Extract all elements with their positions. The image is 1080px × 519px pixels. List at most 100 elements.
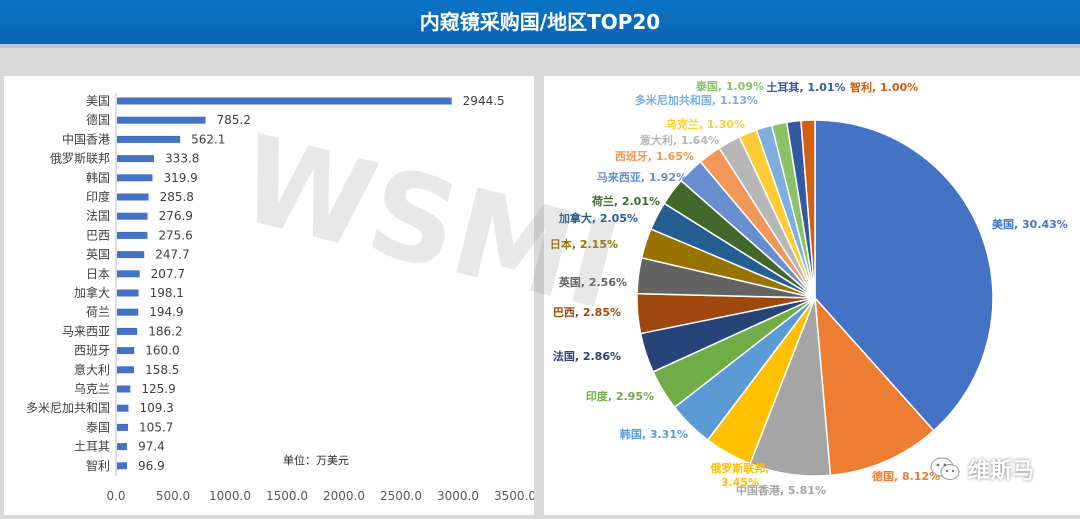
x-tick-label: 0.0 (106, 489, 125, 503)
pie-slice-label: 土耳其, 1.01% (766, 80, 845, 94)
bar-category-label: 印度 (86, 189, 110, 204)
bar-value-label: 247.7 (155, 248, 189, 262)
bar-value-label: 562.1 (191, 132, 225, 146)
pie-chart: 美国, 30.43% 德国, 8.12% 中国香港, 5.81%俄罗斯联邦, 3.45… (550, 79, 1068, 497)
bar (117, 193, 149, 201)
bar-value-label: 207.7 (151, 267, 185, 281)
pie-slice-label: 美国, 30.43% (992, 217, 1068, 231)
pie-slice-label: 智利, 1.00% (850, 80, 918, 94)
bar-category-label: 俄罗斯联邦 (50, 152, 110, 166)
bar-value-label: 333.8 (165, 152, 199, 166)
pie-slice-label: 韩国, 3.31% (620, 427, 688, 441)
bar-category-label: 中国香港 (62, 131, 110, 146)
pie-slice (814, 295, 935, 477)
bar-category-label: 智利 (86, 458, 110, 473)
bar (117, 212, 148, 220)
bar (117, 308, 139, 316)
bar (117, 231, 148, 239)
bar (117, 270, 140, 278)
bar-category-label: 意大利 (74, 362, 110, 377)
bar (117, 385, 131, 393)
bar (117, 116, 206, 124)
bar-category-label: 多米尼加共和国 (26, 401, 110, 415)
bar-value-label: 96.9 (138, 459, 165, 473)
bar-chart: 美国 2944.5 德国 785.2 中国香港 562.1 俄罗斯联邦 333.8 韩国 319.… (26, 93, 536, 503)
bar-value-label: 785.2 (217, 113, 251, 127)
bar-value-label: 160.0 (145, 344, 179, 358)
pie-slice-label: 俄罗斯联邦, 3.45% (709, 461, 769, 489)
bar-value-label: 125.9 (141, 382, 175, 396)
bar-value-label: 194.9 (149, 305, 183, 319)
bar-category-label: 美国 (86, 94, 110, 108)
unit-annotation: 单位：万美元 (283, 453, 349, 467)
bar-category-label: 加拿大 (74, 285, 110, 300)
pie-chart-panel: 美国, 30.43% 德国, 8.12% 中国香港, 5.81% 俄罗斯联邦, 3.45… (544, 76, 1080, 515)
pie-slice-label: 泰国, 1.09% (695, 79, 764, 93)
bar-value-label: 276.9 (159, 209, 193, 223)
bar-value-label: 319.9 (163, 171, 197, 185)
bar-category-label: 泰国 (86, 420, 110, 434)
bar (117, 423, 129, 431)
bar (117, 155, 155, 163)
page-title: 内窥镜采购国/地区TOP20 (0, 0, 1080, 44)
bar-value-label: 186.2 (148, 324, 182, 338)
pie-slice-label: 中国香港, 5.81% (736, 483, 826, 497)
pie-slice-label: 加拿大, 2.05% (558, 211, 638, 225)
pie-slice (814, 119, 994, 432)
pie-slice-label: 日本, 2.15% (550, 237, 618, 251)
pie-slice-label: 法国, 2.86% (553, 349, 621, 363)
bar-value-label: 105.7 (139, 420, 173, 434)
bar-category-label: 英国 (86, 248, 110, 262)
pie-slice-label: 荷兰, 2.01% (591, 194, 660, 208)
x-tick-label: 2000.0 (323, 489, 365, 503)
x-tick-label: 3000.0 (437, 489, 479, 503)
brand-name: 维斯马 (968, 459, 1035, 484)
bar-category-label: 荷兰 (86, 305, 110, 319)
bar-value-label: 158.5 (145, 363, 179, 377)
bar-category-label: 巴西 (86, 228, 110, 242)
pie-slice-label: 西班牙, 1.65% (615, 149, 694, 163)
bar (117, 347, 135, 355)
bar-value-label: 97.4 (138, 440, 165, 454)
x-tick-label: 1000.0 (209, 489, 251, 503)
bar-category-label: 日本 (86, 267, 110, 281)
x-tick-label: 3500.0 (494, 489, 534, 503)
pie-slice-label: 意大利, 1.64% (640, 133, 719, 147)
bar-category-label: 法国 (86, 209, 110, 223)
bar-category-label: 西班牙 (74, 344, 110, 358)
bar-value-label: 2944.5 (463, 94, 505, 108)
bar-value-label: 109.3 (139, 401, 173, 415)
bar (117, 251, 145, 259)
pie-slice (800, 119, 816, 299)
x-tick-label: 2500.0 (380, 489, 422, 503)
wechat-icon (930, 456, 960, 482)
bar (117, 135, 181, 143)
bar-value-label: 198.1 (150, 286, 184, 300)
bar-chart-panel: 美国 2944.5 德国 785.2 中国香港 562.1 俄罗斯联邦 333.8 韩国 319.… (4, 76, 536, 515)
bar (117, 174, 153, 182)
bar-value-label: 275.6 (158, 228, 192, 242)
bar-category-label: 德国 (86, 112, 110, 127)
bar (117, 443, 128, 451)
bar-category-label: 乌克兰 (74, 381, 110, 396)
bar (117, 289, 139, 297)
bar-category-label: 马来西亚 (62, 324, 110, 338)
pie-slice-label: 英国, 2.56% (558, 275, 627, 289)
bar (117, 404, 129, 412)
bar (117, 366, 135, 374)
header-divider (0, 44, 1080, 48)
bar (117, 327, 138, 335)
pie-slice-label: 马来西亚, 1.92% (597, 170, 687, 184)
pie-slice-label: 乌克兰, 1.30% (666, 117, 745, 131)
x-tick-label: 500.0 (156, 489, 190, 503)
x-tick-label: 1500.0 (266, 489, 308, 503)
pie-slice-label: 巴西, 2.85% (553, 306, 621, 319)
pie-slice-label: 印度, 2.95% (586, 389, 654, 403)
bar-category-label: 韩国 (86, 170, 110, 185)
bar (117, 97, 452, 105)
bar (117, 462, 128, 470)
brand-logo: 维斯马 (930, 452, 1034, 486)
bar-value-label: 285.8 (160, 190, 194, 204)
pie-slice-label: 德国, 8.12% (871, 469, 940, 483)
pie-slice-label: 多米尼加共和国, 1.13% (635, 93, 758, 107)
